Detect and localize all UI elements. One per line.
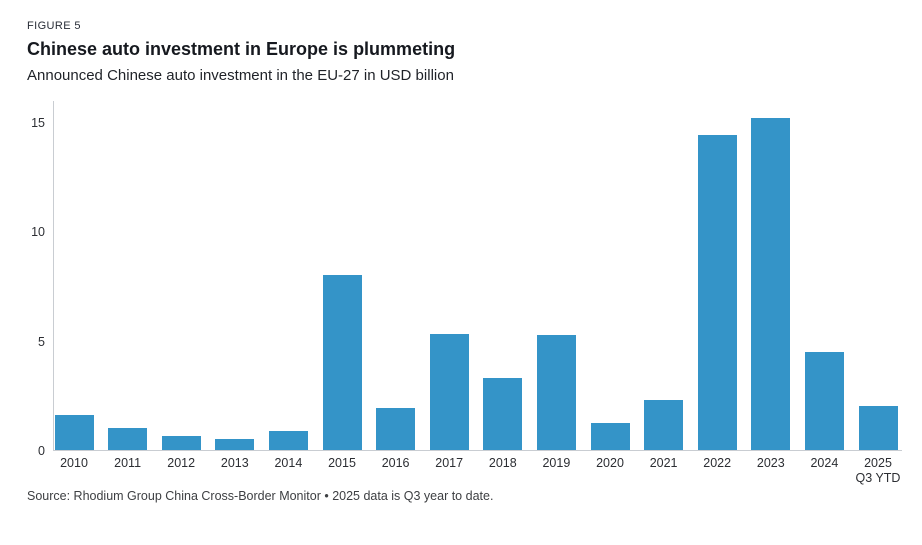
x-axis-tick-2013: 2013 (220, 456, 249, 470)
bar-2012[interactable] (161, 435, 201, 450)
y-axis-tick-10: 10 (31, 225, 45, 240)
bar-2011[interactable] (108, 428, 148, 450)
chart-header: FIGURE 5 Chinese auto investment in Euro… (27, 20, 455, 84)
chart-subtitle: Announced Chinese auto investment in the… (27, 67, 454, 84)
bar-2014[interactable] (268, 431, 308, 450)
bar-2010[interactable] (54, 415, 94, 450)
x-axis-tick-2024: 2024 (810, 456, 839, 470)
x-axis-tick-2025-q3-ytd: 2025 Q3 YTD (855, 456, 901, 486)
bar-2019[interactable] (536, 335, 576, 450)
x-axis-tick-2014: 2014 (274, 456, 303, 470)
x-axis-tick-2017: 2017 (435, 456, 464, 470)
y-axis-tick-5: 5 (38, 334, 45, 349)
chart-title: Chinese auto investment in Europe is plu… (27, 39, 456, 59)
x-axis-tick-2015: 2015 (328, 456, 356, 470)
bar-2024[interactable] (804, 351, 844, 450)
bar-2025-q3-ytd[interactable] (858, 406, 898, 450)
bar-2022[interactable] (697, 135, 737, 450)
x-axis-tick-2016: 2016 (381, 456, 410, 470)
figure-label: FIGURE 5 (27, 20, 81, 32)
bar-2015[interactable] (322, 275, 362, 450)
x-axis-tick-2022: 2022 (703, 456, 732, 470)
bar-2021[interactable] (644, 399, 684, 450)
x-axis-tick-2010: 2010 (60, 456, 88, 470)
bar-2018[interactable] (483, 377, 523, 450)
bar-2017[interactable] (429, 334, 469, 450)
source-note: Source: Rhodium Group China Cross-Border… (27, 489, 494, 503)
x-axis-tick-2021: 2021 (649, 456, 678, 470)
x-axis-tick-2011: 2011 (114, 456, 142, 470)
bar-2020[interactable] (590, 422, 630, 450)
x-axis-tick-2020: 2020 (596, 456, 624, 470)
x-axis-tick-2019: 2019 (542, 456, 571, 470)
y-axis-tick-0: 0 (38, 444, 45, 458)
x-axis-tick-2018: 2018 (488, 456, 517, 470)
y-axis-tick-15: 15 (31, 115, 45, 130)
x-axis-tick-2012: 2012 (167, 456, 196, 470)
bar-chart-plot-area: 0 5 10 15 2010 2011 2012 2013 2014 2015 2016 2017 20… (31, 101, 902, 485)
bar-2016[interactable] (376, 408, 416, 450)
bar-2013[interactable] (215, 439, 255, 450)
x-axis-tick-2023: 2023 (756, 456, 785, 470)
bar-2023[interactable] (751, 117, 791, 450)
